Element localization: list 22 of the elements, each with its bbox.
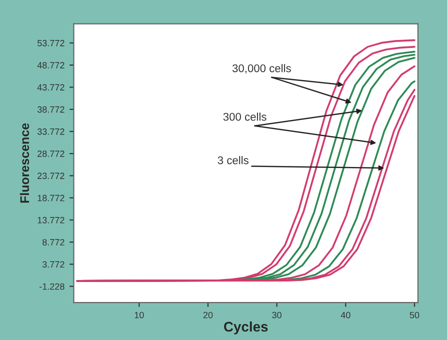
y-tick-label: 53.772 (37, 40, 64, 46)
y-tick-label: 28.772 (38, 150, 64, 157)
x-tick-label: 30 (272, 312, 282, 318)
y-tick-label: 13.772 (38, 216, 64, 224)
x-tick-label: 40 (340, 312, 350, 318)
y-tick-label: 3.772 (42, 261, 64, 268)
y-tick-label: 33.772 (37, 128, 64, 135)
x-tick-label: 50 (410, 312, 420, 318)
y-tick-label: 43.772 (37, 84, 64, 91)
x-tick-label: 20 (203, 312, 213, 318)
y-axis-title: Fluorescence (20, 123, 30, 203)
y-tick-label: 23.772 (38, 172, 64, 180)
annotation: 300 cells (223, 112, 266, 121)
annotation: 3 cells (218, 156, 248, 164)
x-tick-label: 10 (134, 312, 144, 318)
y-tick-label: 48.772 (37, 62, 64, 68)
x-axis-title: Cycles (224, 321, 268, 334)
y-tick-label: 18.772 (38, 194, 64, 202)
annotation: 30,000 cells (232, 64, 291, 74)
y-tick-label: 38.772 (37, 106, 64, 113)
y-tick-label: 8.772 (42, 239, 64, 246)
y-tick-label: -1.228 (40, 283, 64, 290)
